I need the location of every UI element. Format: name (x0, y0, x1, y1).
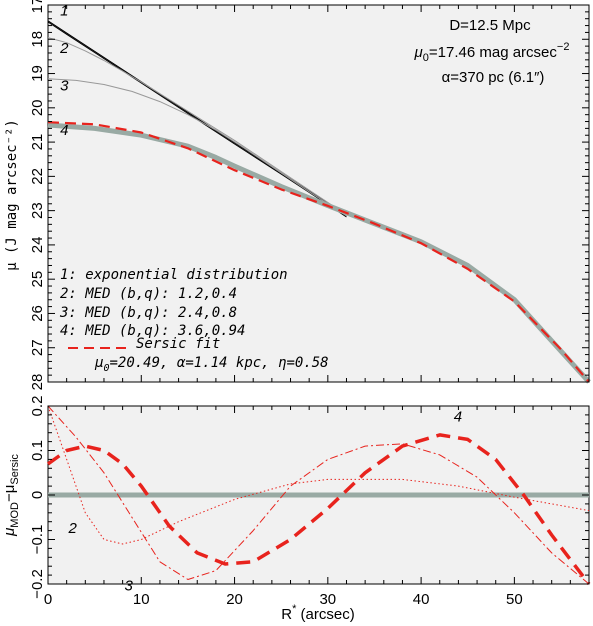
bottom-ytick-label: 0.2 (29, 396, 46, 417)
bottom-xtick-label: 0 (44, 591, 52, 608)
top-series-1-shadow (47, 21, 347, 218)
bottom-curve-label-3: 3 (124, 578, 133, 595)
top-ytick-label: 23 (29, 202, 46, 219)
top-curve-label-1: 1 (60, 2, 68, 19)
top-y-axis-label: μ (J mag arcsec⁻²) (4, 119, 20, 271)
top-ytick-label: 27 (29, 339, 46, 356)
top-curve-label-4: 4 (60, 122, 68, 139)
top-ytick-label: 22 (29, 168, 46, 185)
bottom-curve-label-4: 4 (454, 409, 462, 426)
top-plot-background (47, 4, 590, 383)
top-curve-labels: 1 2 3 4 (59, 2, 69, 139)
info-annotation: D=12.5 Mpc μ0=17.46 mag arcsec−2 α=370 p… (414, 17, 570, 86)
top-ytick-label: 28 (29, 374, 46, 391)
top-curve-label-3: 3 (60, 78, 69, 95)
bottom-series-group (46, 405, 591, 586)
top-series-sersic-fit (47, 121, 590, 383)
bottom-xtick-label: 40 (413, 591, 430, 608)
top-ytick-label: 18 (29, 31, 46, 48)
bottom-panel: 0 10 20 30 40 50 −0.2 −0.1 0 0.1 0.2 2 3 4 μMOD−μSer… (1, 396, 591, 623)
top-ytick-label: 19 (29, 65, 46, 82)
top-legend: 1: exponential distribution 2: MED (b,q)… (59, 267, 329, 374)
legend-item-2: 2: MED (b,q): 1.2,0.4 (60, 286, 237, 302)
legend-item-1: 1: exponential distribution (60, 267, 288, 283)
top-series-4 (47, 122, 591, 384)
bottom-ytick-label: 0.1 (29, 440, 46, 461)
top-ytick-label: 21 (29, 134, 46, 151)
legend-sersic-title: Sersic fit (136, 336, 220, 352)
top-series-2 (47, 37, 347, 216)
annotation-distance: D=12.5 Mpc (449, 17, 531, 34)
annotation-alpha: α=370 pc (6.1″) (442, 69, 545, 86)
legend-item-4: 4: MED (b,q): 3.6,0.94 (60, 323, 245, 339)
bottom-curve-labels: 2 3 4 (68, 409, 463, 595)
bottom-ytick-label: −0.1 (29, 525, 46, 555)
top-series-group (47, 20, 591, 384)
bottom-x-axis-label: R* (arcsec) (281, 603, 354, 623)
bottom-xtick-label: 10 (133, 591, 150, 608)
annotation-mu0: μ0=17.46 mag arcsec−2 (414, 41, 570, 64)
top-ytick-label: 26 (29, 305, 46, 322)
top-series-3 (47, 78, 347, 217)
top-ytick-label: 20 (29, 99, 46, 116)
top-ytick-label: 24 (29, 237, 46, 254)
legend-sersic-params: μ0=20.49, α=1.14 kpc, η=0.58 (94, 355, 329, 374)
bottom-xtick-label: 50 (506, 591, 523, 608)
legend-item-3: 3: MED (b,q): 2.4,0.8 (59, 305, 237, 321)
top-ytick-label: 25 (29, 271, 46, 288)
bottom-ticks-group: 0 10 20 30 40 50 −0.2 −0.1 0 0.1 0.2 (29, 396, 590, 608)
bottom-y-axis-label: μMOD−μSersic (1, 454, 21, 537)
top-curve-label-2: 2 (59, 40, 69, 57)
bottom-xtick-label: 20 (226, 591, 243, 608)
bottom-curve-label-2: 2 (68, 520, 78, 537)
bottom-ytick-label: −0.2 (29, 569, 46, 599)
bottom-ytick-label: 0 (29, 491, 46, 499)
top-ytick-label: 17 (29, 0, 46, 13)
bottom-xtick-label: 30 (319, 591, 336, 608)
